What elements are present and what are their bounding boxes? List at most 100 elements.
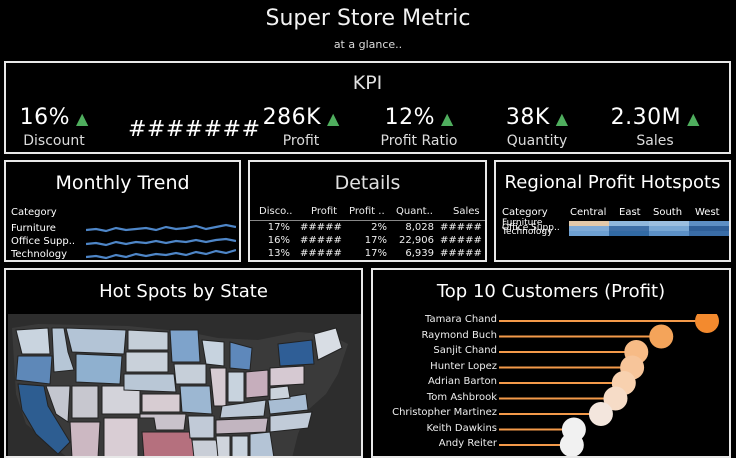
state-ne[interactable] xyxy=(123,373,177,393)
heat-cell xyxy=(569,231,609,236)
state-mo[interactable] xyxy=(179,385,213,415)
state-la[interactable] xyxy=(191,439,221,458)
customer-label[interactable]: Andy Reiter xyxy=(438,438,497,449)
state-mn[interactable] xyxy=(169,329,201,363)
heat-cell xyxy=(569,221,609,226)
state-ok[interactable] xyxy=(139,413,187,431)
col-header-profit-ratio[interactable]: Profit .. xyxy=(349,206,385,217)
lollipop-dot[interactable] xyxy=(649,324,674,349)
customers-title: Top 10 Customers (Profit) xyxy=(436,281,666,302)
up-arrow-icon: ▲ xyxy=(555,109,569,128)
state-new-england[interactable] xyxy=(313,327,343,361)
kpi-profit-ratio-label: Profit Ratio xyxy=(380,133,458,149)
state-in[interactable] xyxy=(227,371,245,403)
regional-panel: Regional Profit Hotspots Category Centra… xyxy=(494,160,731,262)
monthly-category-header: Category xyxy=(11,207,57,218)
state-wi[interactable] xyxy=(201,339,225,367)
lollipop-dot[interactable] xyxy=(603,386,628,411)
state-ny[interactable] xyxy=(277,339,315,367)
state-mt[interactable] xyxy=(65,327,127,355)
regional-row-furniture: Furniture xyxy=(502,218,543,228)
state-mi[interactable] xyxy=(229,341,253,371)
details-panel: Details Disco.. Profit Profit .. Quant..… xyxy=(248,160,487,262)
sparkline-technology xyxy=(86,248,236,260)
state-ca[interactable] xyxy=(17,383,71,455)
monthly-sparklines[interactable] xyxy=(86,220,236,262)
col-header-sales[interactable]: Sales xyxy=(453,206,480,217)
lollipop-dot[interactable] xyxy=(588,402,613,426)
state-al[interactable] xyxy=(231,435,249,458)
details-table[interactable]: Disco.. Profit Profit .. Quant.. Sales 1… xyxy=(250,206,485,260)
state-ut[interactable] xyxy=(71,385,99,419)
kpi-quantity[interactable]: 38K ▲ Quantity xyxy=(482,105,592,149)
details-title: Details xyxy=(334,172,401,194)
region-header-west[interactable]: West xyxy=(695,207,720,218)
state-sd[interactable] xyxy=(125,351,169,373)
up-arrow-icon: ▲ xyxy=(76,109,89,128)
state-nv[interactable] xyxy=(45,385,71,423)
region-header-south[interactable]: South xyxy=(653,207,683,218)
customer-label[interactable]: Sanjit Chand xyxy=(433,345,497,356)
kpi-quantity-value: 38K xyxy=(505,105,550,130)
customer-label[interactable]: Tamara Chand xyxy=(424,314,497,325)
monthly-trend-title: Monthly Trend xyxy=(55,172,190,194)
details-cell: ##### xyxy=(440,248,482,259)
col-header-profit[interactable]: Profit xyxy=(311,206,338,217)
up-arrow-icon: ▲ xyxy=(441,109,454,128)
details-cell: 13% xyxy=(267,248,290,259)
state-ks[interactable] xyxy=(141,393,181,413)
monthly-category-office: Office Supp.. xyxy=(11,236,76,247)
state-wy[interactable] xyxy=(75,353,123,385)
kpi-sales[interactable]: 2.30M ▲ Sales xyxy=(600,105,710,149)
region-header-east[interactable]: East xyxy=(619,207,641,218)
customer-label[interactable]: Christopher Martinez xyxy=(392,407,497,418)
kpi-title: KPI xyxy=(352,72,383,94)
state-pa[interactable] xyxy=(269,365,305,387)
details-cell: ##### xyxy=(300,235,342,246)
customer-label[interactable]: Adrian Barton xyxy=(427,376,497,387)
map-panel: Hot Spots by State xyxy=(4,268,363,458)
state-az[interactable] xyxy=(69,421,101,458)
details-cell: 16% xyxy=(267,235,290,246)
state-or[interactable] xyxy=(15,355,53,385)
customers-lollipop-chart[interactable] xyxy=(499,314,729,458)
state-tn[interactable] xyxy=(215,417,269,435)
customer-names: Tamara Chand Raymond Buch Sanjit Chand H… xyxy=(373,314,497,456)
kpi-overflow[interactable]: ####### xyxy=(128,117,260,142)
regional-heatmap[interactable] xyxy=(569,221,729,236)
customer-label[interactable]: Raymond Buch xyxy=(421,329,497,341)
state-ky[interactable] xyxy=(219,399,267,419)
details-cell: 17% xyxy=(364,248,387,259)
kpi-profit-ratio[interactable]: 12% ▲ Profit Ratio xyxy=(364,105,474,149)
state-nc[interactable] xyxy=(269,411,313,433)
state-ar[interactable] xyxy=(187,415,215,439)
heat-cell xyxy=(609,221,649,226)
state-wv[interactable] xyxy=(269,385,291,401)
state-nm[interactable] xyxy=(103,417,139,458)
region-header-central[interactable]: Central xyxy=(570,207,607,218)
customer-label[interactable]: Hunter Lopez xyxy=(430,360,497,372)
details-cell: 6,939 xyxy=(405,248,434,259)
us-state-map[interactable] xyxy=(8,314,361,458)
state-ga[interactable] xyxy=(249,431,275,458)
state-nd[interactable] xyxy=(127,329,169,351)
customer-label[interactable]: Keith Dawkins xyxy=(426,422,497,434)
details-cell: 17% xyxy=(364,235,387,246)
col-header-discount[interactable]: Disco.. xyxy=(259,206,293,217)
state-oh[interactable] xyxy=(245,369,269,399)
state-wa[interactable] xyxy=(15,327,51,355)
state-ms[interactable] xyxy=(215,435,231,458)
lollipop-dot[interactable] xyxy=(695,314,719,333)
sparkline-office xyxy=(86,237,236,247)
state-ia[interactable] xyxy=(173,363,207,385)
up-arrow-icon: ▲ xyxy=(687,109,700,128)
customer-label[interactable]: Tom Ashbrook xyxy=(426,391,497,403)
kpi-quantity-label: Quantity xyxy=(506,133,568,149)
state-tx[interactable] xyxy=(141,431,197,458)
kpi-profit[interactable]: 286K ▲ Profit xyxy=(246,105,356,149)
kpi-discount[interactable]: 16% ▲ Discount xyxy=(6,105,109,149)
state-id[interactable] xyxy=(51,327,75,373)
lollipop-dot[interactable] xyxy=(559,433,584,457)
col-header-quantity[interactable]: Quant.. xyxy=(396,206,433,217)
details-header-divider xyxy=(250,220,485,221)
